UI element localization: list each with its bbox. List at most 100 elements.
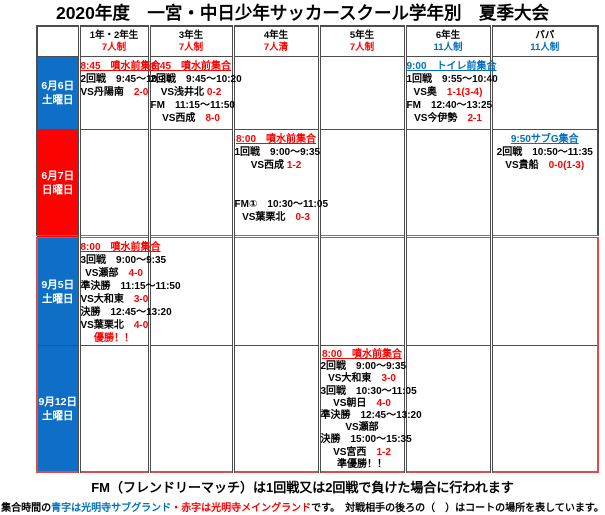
schedule-text: 1回戦 9:55～10:40 bbox=[406, 74, 498, 85]
schedule-cell bbox=[317, 235, 406, 346]
schedule-text: 8-0 bbox=[205, 113, 220, 124]
schedule-cell bbox=[77, 129, 150, 237]
schedule-text: 4-0 bbox=[376, 397, 391, 409]
schedule-text: VS葉栗北 bbox=[242, 212, 296, 223]
schedule-text: 1-2 bbox=[376, 446, 391, 458]
schedule-cell: 8:00 噴水前集合 2回戦 9:00～9:35 VS大和東 3-0 3回戦 10:3… bbox=[317, 345, 422, 474]
schedule-cell: 8:00 噴水前集合 3回戦 9:00～9:35 VS瀬部 4-0 準決勝 11:15… bbox=[77, 235, 181, 346]
schedule-text: 4-0 bbox=[133, 320, 149, 331]
schedule-cell bbox=[317, 56, 406, 130]
schedule-line: 9:00 トイレ前集合 bbox=[407, 60, 497, 73]
schedule-line: 決勝 15:00～15:35 bbox=[321, 434, 412, 446]
schedule-text: 0-3 bbox=[295, 212, 310, 223]
schedule-text: VS大和東 bbox=[328, 373, 382, 385]
schedule-cell: 9:00 トイレ前集合 1回戦 9:55～10:40 VS奥 1-1(3-4) FM … bbox=[403, 56, 498, 130]
schedule-cell bbox=[489, 56, 599, 130]
schedule-cell bbox=[489, 235, 599, 346]
schedule-line: VS西成 1-2 bbox=[235, 159, 318, 172]
schedule-text: 2回戦 9:45～10:20 bbox=[80, 74, 172, 85]
schedule-text: VS奥 bbox=[413, 87, 447, 98]
schedule-cell bbox=[147, 345, 234, 474]
schedule-cell bbox=[403, 345, 492, 474]
legend-segment: ・ bbox=[171, 503, 182, 515]
grade-label: 3年生 bbox=[178, 29, 204, 41]
legend-segment: 青字は光明寺サブグランド bbox=[51, 503, 172, 515]
schedule-text: 0-2 bbox=[206, 87, 222, 98]
legend-segment: 集合時間の bbox=[1, 503, 52, 515]
schedule-cell bbox=[77, 345, 150, 474]
schedule-line: VS今伊勢 2-1 bbox=[407, 112, 490, 125]
schedule-text: 8:45 噴水前集合 bbox=[150, 61, 231, 72]
schedule-line: VS浅井北 0-2 bbox=[151, 86, 232, 99]
schedule-line: 9:50サブG集合 bbox=[493, 133, 598, 146]
schedule-text: 3回戦 10:30～11:05 bbox=[320, 385, 417, 397]
schedule-line: 1回戦 9:00～9:35 bbox=[235, 146, 321, 159]
legend-segment: です。 対戦相手の後ろの（ ）はコートの場所を表しています。 bbox=[311, 503, 604, 515]
schedule-text: VS瀬部 bbox=[345, 422, 379, 434]
fm-note: FM（フレンドリーマッチ）は1回戦又は2回戦で負けた場合に行われます bbox=[91, 480, 514, 496]
day-label: 土曜日 bbox=[42, 292, 74, 305]
schedule-body: 6月6日 土曜日 8:45 噴水前集合 2回戦 9:45～10:20 VS丹陽南 2-0… bbox=[36, 56, 599, 474]
schedule-line: 8:00 噴水前集合 bbox=[235, 133, 318, 146]
schedule-text: FM 11:15～11:50 bbox=[150, 100, 236, 111]
schedule-cell: 8:45 噴水前集合 2回戦 9:45～10:20 VS浅井北 0-2 FM 11:1… bbox=[147, 56, 242, 130]
schedule-text: VS宮西 bbox=[333, 446, 377, 458]
schedule-line: 1回戦 9:55～10:40 bbox=[407, 73, 498, 86]
schedule-text: VS葉栗北 bbox=[80, 320, 134, 331]
grade-header-row: 1年・2年生 7人制 3年生 7人制 4年生 7人清 5年生 7人制 6年生 11人制 パパ 11人制 bbox=[36, 25, 599, 57]
schedule-line: FM 11:15～11:50 bbox=[151, 99, 236, 112]
schedule-text: VS丹陽南 bbox=[80, 87, 134, 98]
date-cell: 6月7日 日曜日 bbox=[36, 129, 80, 237]
schedule-text: FM 12:40～13:25 bbox=[406, 100, 493, 111]
grade-label: 1年・2年生 bbox=[89, 29, 139, 41]
schedule-line: VS宮西 1-2 bbox=[321, 447, 404, 459]
date-label: 6月7日 bbox=[41, 169, 75, 182]
schedule-line: FM 12:40～13:25 bbox=[406, 99, 493, 112]
schedule-cell bbox=[147, 129, 234, 237]
schedule-line: VS大和東 3-0 bbox=[81, 293, 149, 306]
schedule-text: VS西成 bbox=[250, 160, 287, 171]
table-header: 1年・2年生 7人制 3年生 7人制 4年生 7人清 5年生 7人制 6年生 11人制 パパ 11人制 bbox=[36, 25, 599, 57]
schedule-text: 8:00 噴水前集合 bbox=[321, 349, 402, 360]
schedule-line: 3回戦 9:00～9:35 bbox=[81, 254, 167, 267]
schedule-line: VS瀬部 bbox=[321, 422, 404, 434]
schedule-cell bbox=[231, 235, 320, 346]
grade-label: 5年生 bbox=[349, 29, 375, 41]
schedule-text: 9:00 トイレ前集合 bbox=[406, 61, 497, 72]
schedule-row: 9月12日 土曜日 8:00 噴水前集合 2回戦 9:00～9:35 VS大和東 3-0… bbox=[36, 345, 599, 474]
schedule-text: 1-1(3-4) bbox=[446, 87, 483, 98]
schedule-text: 3-0 bbox=[381, 373, 396, 385]
schedule-text: 2回戦 9:45～10:20 bbox=[150, 74, 242, 85]
schedule-text: 決勝 12:45～13:20 bbox=[80, 307, 172, 318]
schedule-cell: 8:45 噴水前集合 2回戦 9:45～10:20 VS丹陽南 2-0 bbox=[77, 56, 172, 130]
schedule-text: 準優勝！！ bbox=[337, 458, 387, 470]
schedule-line: 決勝 12:45～13:20 bbox=[81, 306, 172, 319]
schedule-line: 8:45 噴水前集合 bbox=[151, 60, 232, 73]
schedule-line: 2回戦 9:45～10:20 bbox=[151, 73, 242, 86]
schedule-line bbox=[235, 172, 318, 185]
schedule-text: VS今伊勢 bbox=[414, 113, 468, 124]
schedule-line: VS葉栗北 0-3 bbox=[235, 211, 318, 224]
schedule-text: 2回戦 10:50～11:35 bbox=[496, 147, 593, 158]
schedule-cell: 9:50サブG集合 2回戦 10:50～11:35 VS貴船 0-0(1-3) bbox=[489, 129, 599, 237]
schedule-table: 1年・2年生 7人制 3年生 7人制 4年生 7人清 5年生 7人制 6年生 11人制 パパ 11人制… bbox=[36, 25, 599, 474]
schedule-text: VS瀬部 bbox=[85, 268, 129, 279]
format-label: 7人制 bbox=[178, 41, 204, 53]
grade-label: パパ bbox=[535, 29, 555, 41]
schedule-text: 8:45 噴水前集合 bbox=[80, 61, 161, 72]
schedule-text: VS浅井北 bbox=[160, 87, 207, 98]
schedule-text: VS西成 bbox=[162, 113, 206, 124]
schedule-text: 1-2 bbox=[286, 160, 302, 171]
schedule-line: VS葉栗北 4-0 bbox=[80, 319, 149, 332]
date-label: 9月12日 bbox=[38, 395, 78, 408]
schedule-text: 優勝！！ bbox=[94, 333, 134, 344]
format-label: 7人制 bbox=[101, 41, 127, 53]
schedule-line: 優勝！！ bbox=[81, 332, 148, 345]
date-cell: 6月6日 土曜日 bbox=[36, 56, 80, 130]
grade-column-header: 5年生 7人制 bbox=[317, 25, 406, 57]
schedule-line: FM① 10:30～11:05 bbox=[235, 198, 329, 211]
schedule-cell bbox=[317, 129, 406, 237]
schedule-row: 6月6日 土曜日 8:45 噴水前集合 2回戦 9:45～10:20 VS丹陽南 2-0… bbox=[36, 56, 599, 130]
schedule-text: 2-1 bbox=[467, 113, 482, 124]
schedule-line: VS大和東 3-0 bbox=[321, 373, 404, 385]
